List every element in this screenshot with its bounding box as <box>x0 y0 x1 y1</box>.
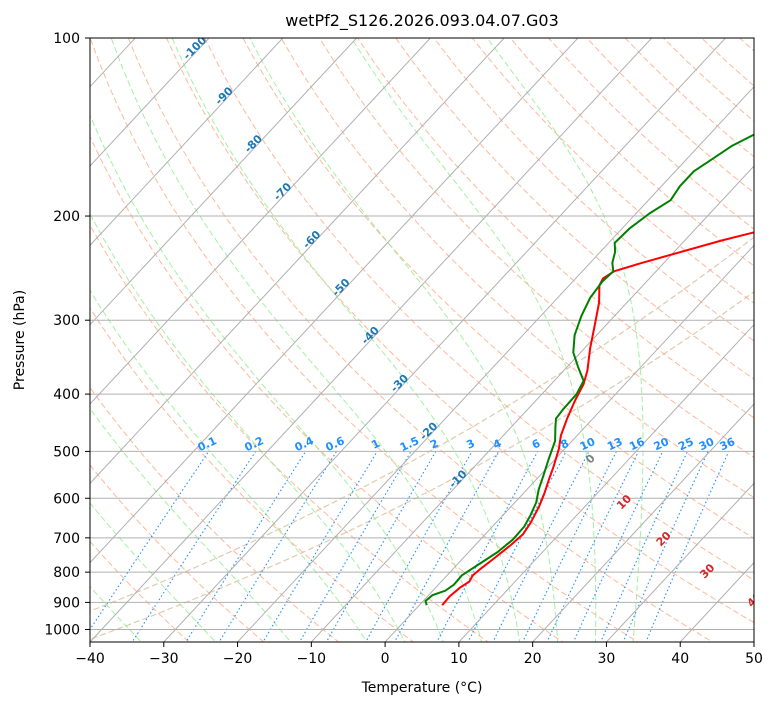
x-tick-label: 20 <box>524 651 542 667</box>
x-tick-label: −40 <box>75 651 105 667</box>
isotherm-line <box>90 38 653 642</box>
x-axis-ticks: −40 −30 −20 −10 0 10 20 30 40 50 <box>75 642 763 667</box>
sounding-series <box>424 133 754 606</box>
y-tick-label: 700 <box>53 531 80 547</box>
isotherm-line <box>90 38 579 564</box>
dry-adiabat <box>90 224 490 642</box>
moist-adiabat <box>90 289 368 642</box>
moist-adiabat <box>90 407 292 642</box>
plot-frame <box>89 37 755 643</box>
dry-adiabat <box>471 38 754 304</box>
y-tick-label: 900 <box>53 595 80 611</box>
tan-reference-curve <box>90 291 754 640</box>
isotherm-line <box>163 38 727 642</box>
dry-adiabat <box>90 386 340 642</box>
pressure-gridlines <box>90 38 754 630</box>
x-tick-label: −30 <box>149 651 179 667</box>
dry-adiabat <box>357 38 754 419</box>
moist-adiabat <box>486 38 644 642</box>
moist-adiabat <box>90 114 444 642</box>
moist-adiabat <box>90 212 406 642</box>
y-tick-label: 300 <box>53 313 80 329</box>
isotherm-line <box>236 85 754 642</box>
x-axis-label: Temperature (°C) <box>361 680 483 696</box>
x-tick-label: −10 <box>297 651 327 667</box>
dry-adiabat <box>90 135 564 642</box>
y-tick-label: 1000 <box>44 622 80 638</box>
dry-adiabat <box>90 464 265 642</box>
mixing-ratio-label: 20 <box>652 435 672 453</box>
dry-adiabat <box>127 38 714 642</box>
isotherm-line <box>531 403 754 642</box>
moist-adiabat <box>249 38 559 642</box>
isotherm-line <box>90 38 432 405</box>
moist-adiabat <box>171 38 521 642</box>
isotherm-line <box>384 244 754 642</box>
x-tick-label: 50 <box>745 651 763 667</box>
y-tick-label: 200 <box>53 209 80 225</box>
isotherm-line <box>605 482 754 642</box>
tan-reference-curve <box>90 236 754 612</box>
moist-adiabat <box>110 38 483 642</box>
y-tick-label: 100 <box>53 31 80 47</box>
isotherm-line <box>310 165 754 642</box>
temperature-label: 40 <box>745 590 765 610</box>
x-tick-label: 40 <box>671 651 689 667</box>
isotherm-line <box>90 38 358 326</box>
dry-adiabat <box>242 38 754 539</box>
moist-adiabat <box>90 585 142 642</box>
y-tick-label: 500 <box>53 444 80 460</box>
mixing-ratio-label: 30 <box>697 435 717 453</box>
moist-adiabat <box>90 502 217 642</box>
moist-adiabat <box>350 38 597 642</box>
y-axis-label: Pressure (hPa) <box>12 290 28 390</box>
dewpoint-line <box>424 133 754 606</box>
x-tick-label: −20 <box>223 651 253 667</box>
dry-adiabat <box>280 38 754 499</box>
mixing-ratio-label: 10 <box>578 435 598 453</box>
isotherms <box>90 38 754 642</box>
chart-title: wetPf2_S126.2026.093.04.07.G03 <box>285 11 559 31</box>
isotherm-line <box>458 323 754 642</box>
mixing-ratio-label: 25 <box>676 435 695 453</box>
moist-adiabats <box>90 38 644 642</box>
mixing-ratio-label: 13 <box>605 435 624 453</box>
y-tick-label: 600 <box>53 491 80 507</box>
isotherm-line <box>90 38 505 485</box>
y-tick-label: 800 <box>53 565 80 581</box>
dry-adiabat <box>204 38 754 581</box>
y-tick-label: 400 <box>53 387 80 403</box>
dry-adiabat <box>90 540 190 642</box>
x-tick-label: 0 <box>381 651 390 667</box>
temperature-line <box>441 231 754 606</box>
tan-reference-curves <box>90 236 754 640</box>
dry-adiabat <box>433 38 754 342</box>
x-tick-label: 30 <box>598 651 616 667</box>
mixing-ratio-label: 16 <box>627 435 647 453</box>
mixing-ratio-label: 36 <box>718 435 738 453</box>
dry-adiabat <box>90 307 415 642</box>
x-tick-label: 10 <box>450 651 468 667</box>
y-axis-ticks: 1000 900 800 700 600 500 400 300 200 100 <box>44 31 90 638</box>
